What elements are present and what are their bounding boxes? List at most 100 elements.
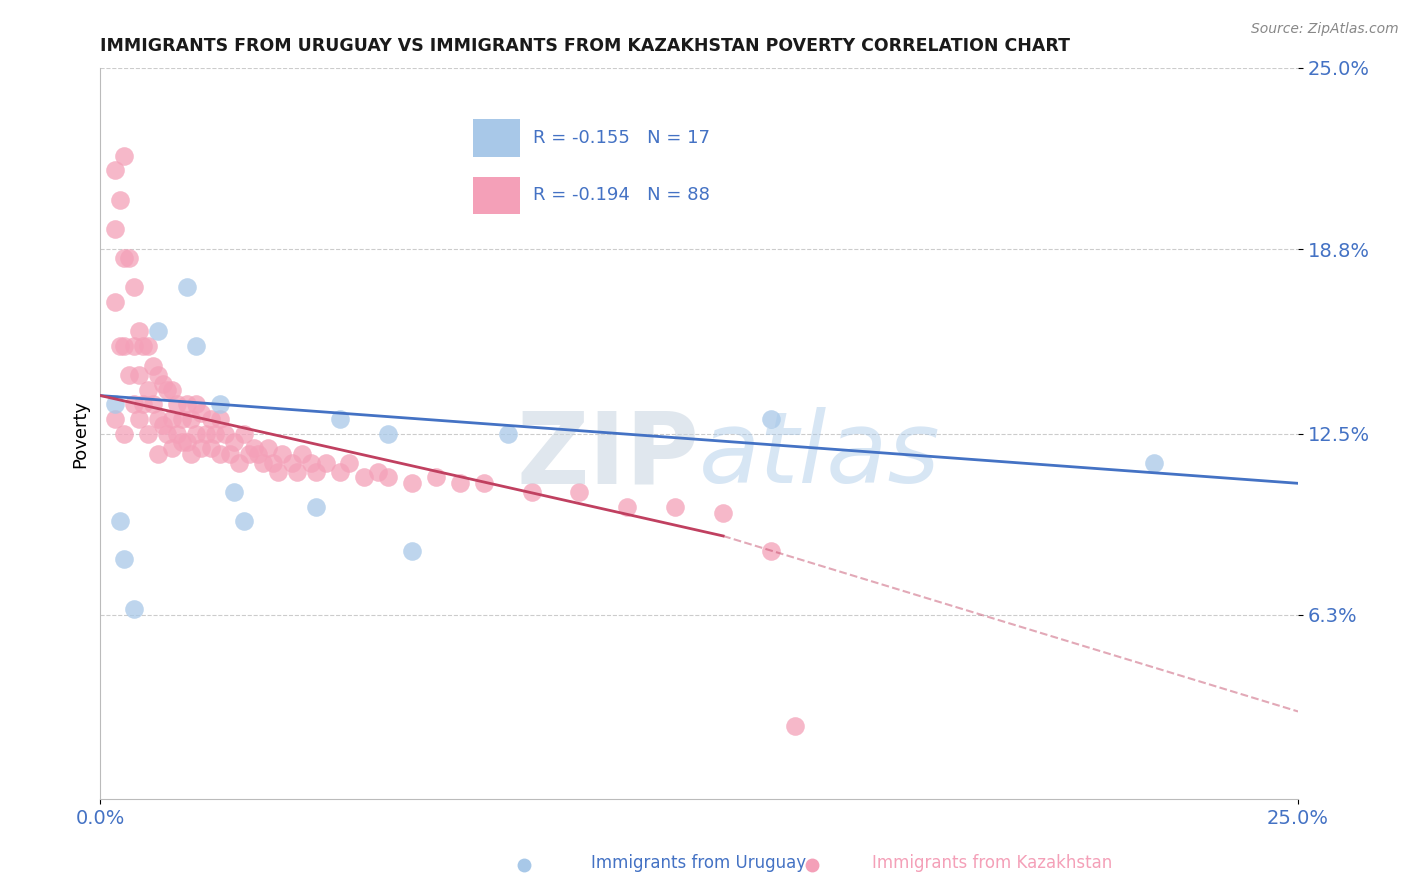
Text: Immigrants from Kazakhstan: Immigrants from Kazakhstan (872, 855, 1112, 872)
Point (233, 426, 256, 441)
Point (122, 602, 145, 616)
Point (783, 719, 806, 733)
Point (156, 426, 179, 441)
Point (160, 412, 183, 426)
Text: Source: ZipAtlas.com: Source: ZipAtlas.com (1251, 22, 1399, 37)
Point (200, 412, 222, 426)
Point (209, 412, 232, 426)
Point (170, 412, 193, 426)
Text: ZIP: ZIP (516, 407, 699, 504)
Point (401, 476, 423, 491)
Point (242, 441, 264, 455)
Point (315, 456, 337, 470)
Point (176, 435, 198, 450)
Point (136, 339, 159, 353)
Point (108, 339, 131, 353)
Point (108, 514, 131, 528)
Point (801, 858, 824, 872)
Point (224, 485, 246, 500)
Point (176, 280, 198, 294)
Point (180, 412, 202, 426)
Point (367, 465, 389, 479)
Point (281, 456, 304, 470)
Point (104, 412, 127, 426)
Point (266, 465, 288, 479)
Point (160, 383, 183, 397)
Point (112, 251, 135, 265)
Point (128, 324, 150, 338)
Point (128, 368, 150, 383)
Point (271, 447, 294, 461)
Point (759, 543, 782, 558)
Point (305, 500, 328, 514)
Point (118, 251, 141, 265)
Text: Immigrants from Uruguay: Immigrants from Uruguay (591, 855, 806, 872)
Point (377, 426, 399, 441)
Point (186, 426, 208, 441)
Text: atlas: atlas (699, 407, 941, 504)
Point (122, 339, 145, 353)
Point (616, 500, 638, 514)
Point (247, 447, 270, 461)
Point (513, 858, 536, 872)
Point (496, 426, 519, 441)
Point (128, 412, 150, 426)
Point (122, 280, 145, 294)
Point (112, 149, 135, 163)
Point (142, 359, 165, 374)
Point (112, 339, 135, 353)
Point (218, 447, 240, 461)
Point (104, 295, 127, 310)
Point (711, 506, 734, 520)
Point (186, 397, 208, 411)
Point (257, 441, 280, 455)
Point (252, 456, 274, 470)
Point (759, 412, 782, 426)
Y-axis label: Poverty: Poverty (72, 400, 89, 467)
Point (136, 426, 159, 441)
Point (339, 456, 361, 470)
Point (204, 426, 226, 441)
Point (520, 485, 543, 500)
Point (290, 447, 312, 461)
Point (233, 514, 256, 528)
Point (170, 435, 193, 450)
Point (238, 447, 260, 461)
Point (146, 368, 169, 383)
Point (449, 476, 471, 491)
Point (200, 441, 222, 455)
Point (224, 435, 246, 450)
Point (122, 397, 145, 411)
Point (329, 465, 352, 479)
Point (285, 465, 308, 479)
Text: IMMIGRANTS FROM URUGUAY VS IMMIGRANTS FROM KAZAKHSTAN POVERTY CORRELATION CHART: IMMIGRANTS FROM URUGUAY VS IMMIGRANTS FR… (100, 37, 1070, 55)
Point (166, 397, 188, 411)
Point (152, 376, 174, 391)
Point (142, 397, 165, 411)
Point (299, 456, 322, 470)
Point (186, 339, 208, 353)
Point (568, 485, 591, 500)
Point (180, 447, 202, 461)
Point (146, 412, 169, 426)
Point (136, 383, 159, 397)
Point (112, 552, 135, 566)
Point (228, 456, 250, 470)
Point (305, 465, 328, 479)
Point (329, 412, 352, 426)
Point (166, 426, 188, 441)
Point (190, 406, 212, 420)
Point (377, 470, 399, 484)
Point (664, 500, 686, 514)
Point (104, 222, 127, 236)
Point (152, 417, 174, 432)
Point (209, 397, 232, 411)
Point (146, 447, 169, 461)
Point (132, 397, 155, 411)
Point (146, 324, 169, 338)
Point (1143, 456, 1166, 470)
Point (156, 383, 179, 397)
Point (190, 441, 212, 455)
Point (132, 339, 155, 353)
Point (104, 397, 127, 411)
